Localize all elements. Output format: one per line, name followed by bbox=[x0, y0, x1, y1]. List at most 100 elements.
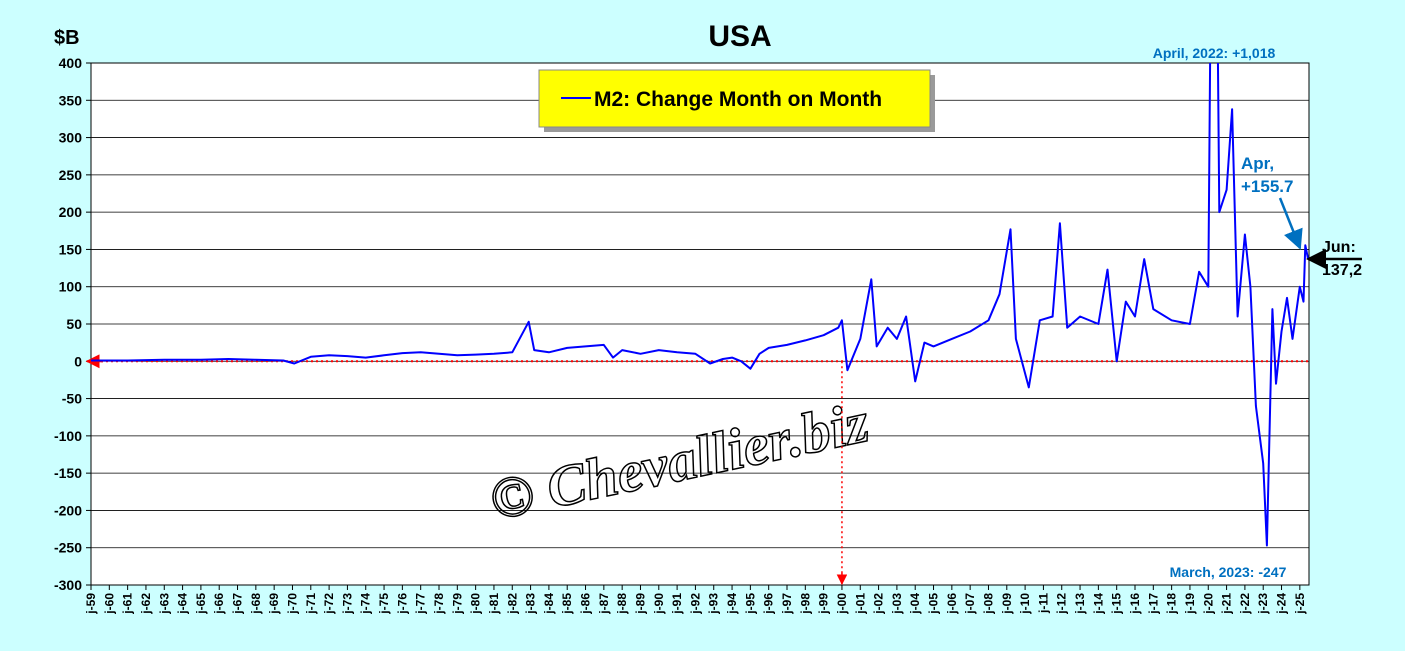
x-tick-label: j-64 bbox=[176, 593, 190, 615]
x-tick-label: j-14 bbox=[1091, 593, 1105, 615]
y-tick-label: -250 bbox=[54, 540, 82, 556]
annotation-peak: April, 2022: +1,018 bbox=[1153, 45, 1276, 61]
x-tick-label: j-13 bbox=[1073, 593, 1087, 615]
annotation-apr-line2: +155.7 bbox=[1241, 177, 1293, 196]
x-tick-label: j-83 bbox=[524, 593, 538, 615]
legend-label: M2: Change Month on Month bbox=[594, 88, 882, 111]
x-tick-label: j-07 bbox=[963, 593, 977, 615]
annotation-jun-line2: 137,2 bbox=[1322, 262, 1362, 279]
legend-box bbox=[538, 69, 931, 128]
y-axis-label: $B bbox=[54, 27, 80, 49]
x-tick-label: j-98 bbox=[798, 593, 812, 615]
y-tick-label: -150 bbox=[54, 465, 82, 481]
x-tick-label: j-11 bbox=[1036, 593, 1050, 614]
y-tick-label: 300 bbox=[59, 130, 83, 146]
x-tick-label: j-22 bbox=[1238, 593, 1252, 615]
y-tick-label: 400 bbox=[59, 55, 83, 71]
x-tick-label: j-94 bbox=[725, 593, 739, 615]
x-tick-label: j-86 bbox=[579, 593, 593, 615]
x-tick-label: j-73 bbox=[340, 593, 354, 615]
x-tick-label: j-77 bbox=[414, 593, 428, 615]
y-tick-label: 200 bbox=[59, 204, 83, 220]
x-tick-label: j-62 bbox=[139, 593, 153, 615]
x-tick-label: j-96 bbox=[762, 593, 776, 615]
x-tick-label: j-01 bbox=[853, 593, 867, 615]
x-tick-label: j-16 bbox=[1128, 593, 1142, 615]
x-tick-label: j-99 bbox=[817, 593, 831, 615]
x-tick-label: j-89 bbox=[633, 593, 647, 615]
annotation-apr-arrow bbox=[1278, 197, 1303, 250]
x-tick-label: j-19 bbox=[1183, 593, 1197, 615]
y-tick-label: 50 bbox=[66, 316, 82, 332]
y-tick-label: -200 bbox=[54, 502, 82, 518]
y-axis: 400 350 300 250 200 150 100 50 0 -50 -100 -150 -200 -… bbox=[54, 55, 1310, 593]
x-tick-label: j-78 bbox=[432, 593, 446, 615]
x-tick-label: j-12 bbox=[1055, 593, 1069, 615]
chart-title: USA bbox=[708, 20, 771, 53]
y-tick-label: 250 bbox=[59, 167, 83, 183]
x-tick-label: j-08 bbox=[981, 593, 995, 615]
x-tick-label: j-76 bbox=[395, 593, 409, 615]
x-tick-label: j-88 bbox=[615, 593, 629, 615]
x-tick-label: j-03 bbox=[890, 593, 904, 615]
x-tick-label: j-24 bbox=[1275, 593, 1289, 615]
x-tick-label: j-00 bbox=[835, 593, 849, 615]
x-tick-label: j-63 bbox=[157, 593, 171, 615]
x-tick-label: j-74 bbox=[359, 593, 373, 615]
x-tick-label: j-05 bbox=[927, 593, 941, 615]
annotation-jun-line1: Jun: bbox=[1322, 239, 1356, 256]
x-tick-label: j-71 bbox=[304, 593, 318, 615]
x-tick-label: j-81 bbox=[487, 593, 501, 615]
y-tick-label: -50 bbox=[62, 391, 82, 407]
x-tick-label: j-10 bbox=[1018, 593, 1032, 615]
x-tick-label: j-72 bbox=[322, 593, 336, 615]
x-tick-label: j-60 bbox=[102, 593, 116, 615]
x-tick-label: j-20 bbox=[1201, 593, 1215, 615]
data-series bbox=[91, 63, 1309, 547]
x-tick-label: j-04 bbox=[908, 593, 922, 615]
x-tick-label: j-67 bbox=[231, 593, 245, 615]
x-tick-label: j-25 bbox=[1293, 593, 1307, 615]
annotation-trough: March, 2023: -247 bbox=[1170, 564, 1287, 580]
x-tick-label: j-91 bbox=[670, 593, 684, 615]
x-tick-label: j-59 bbox=[84, 593, 98, 615]
x-tick-label: j-65 bbox=[194, 593, 208, 615]
annotation-apr-line1: Apr, bbox=[1241, 154, 1274, 173]
x-tick-label: j-93 bbox=[707, 593, 721, 615]
x-tick-label: j-68 bbox=[249, 593, 263, 615]
x-tick-label: j-15 bbox=[1110, 593, 1124, 615]
x-tick-label: j-97 bbox=[780, 593, 794, 615]
x-tick-label: j-79 bbox=[450, 593, 464, 615]
x-tick-label: j-17 bbox=[1146, 593, 1160, 615]
x-tick-label: j-90 bbox=[652, 593, 666, 615]
y-tick-label: 150 bbox=[59, 241, 83, 257]
x-tick-label: j-61 bbox=[121, 593, 135, 615]
legend: M2: Change Month on Month bbox=[538, 69, 935, 132]
x-axis: j-59 j-60 j-61 j-62 j-63 j-64 j-65 j-66 j-67 j-68… bbox=[84, 584, 1309, 615]
y-tick-label: -300 bbox=[54, 577, 82, 593]
x-tick-label: j-85 bbox=[560, 593, 574, 615]
x-tick-label: j-95 bbox=[743, 593, 757, 615]
y-tick-label: -100 bbox=[54, 428, 82, 444]
x-tick-label: j-92 bbox=[688, 593, 702, 615]
x-tick-label: j-06 bbox=[945, 593, 959, 615]
series-line-m2 bbox=[91, 63, 1309, 547]
y-tick-label: 350 bbox=[59, 92, 83, 108]
x-tick-label: j-23 bbox=[1256, 593, 1270, 615]
x-tick-label: j-18 bbox=[1165, 593, 1179, 615]
x-tick-label: j-21 bbox=[1220, 593, 1234, 615]
x-tick-label: j-75 bbox=[377, 593, 391, 615]
x-tick-label: j-02 bbox=[872, 593, 886, 615]
y-tick-label: 100 bbox=[59, 279, 83, 295]
x-tick-label: j-80 bbox=[469, 593, 483, 615]
y-tick-label: 0 bbox=[74, 353, 82, 369]
x-tick-label: j-09 bbox=[1000, 593, 1014, 615]
x-tick-label: j-82 bbox=[505, 593, 519, 615]
x-tick-label: j-66 bbox=[212, 593, 226, 615]
x-tick-label: j-84 bbox=[542, 593, 556, 615]
x-tick-label: j-87 bbox=[597, 593, 611, 615]
annotations: April, 2022: +1,018 March, 2023: -247 Ap… bbox=[1153, 45, 1362, 580]
x-tick-label: j-69 bbox=[267, 593, 281, 615]
x-tick-label: j-70 bbox=[285, 593, 299, 615]
